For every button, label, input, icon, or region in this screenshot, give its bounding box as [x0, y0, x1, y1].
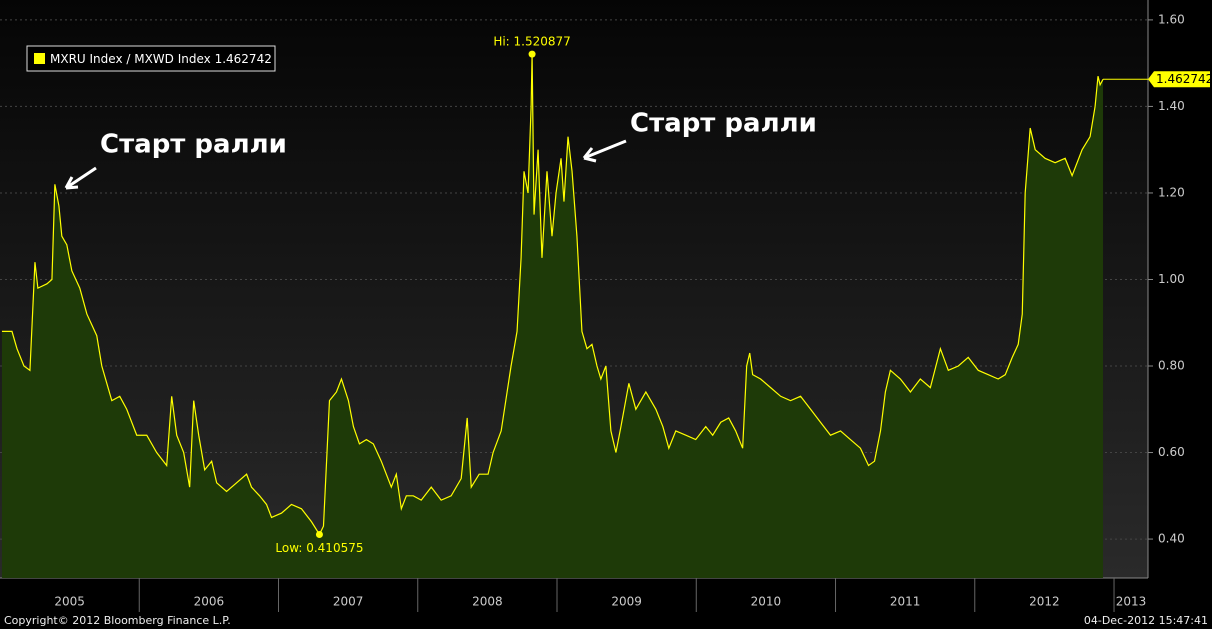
axis-strip — [0, 578, 1212, 629]
area — [1, 54, 1104, 578]
y-tick-label: 1.20 — [1158, 185, 1185, 199]
x-tick-label: 2007 — [333, 595, 364, 609]
x-tick-label: 2008 — [472, 595, 503, 609]
annotation: Старт ралли — [630, 109, 817, 139]
x-tick-label: 2010 — [751, 595, 782, 609]
y-tick-label: 1.60 — [1158, 12, 1185, 26]
legend-box — [26, 45, 276, 72]
y-tick-label: 1.40 — [1158, 99, 1185, 113]
x-tick-label: 2009 — [611, 595, 642, 609]
x-tick-label: 2011 — [890, 595, 921, 609]
x-tick-label: 2013 — [1116, 595, 1147, 609]
legend-value: 1.462742 — [215, 52, 272, 66]
high-marker — [528, 50, 536, 58]
y-tick-label: 1.00 — [1158, 272, 1185, 286]
legend-text: MXRU Index / MXWD Index 1.462742 — [50, 52, 272, 66]
timestamp: 04-Dec-2012 15:47:41 — [1084, 614, 1208, 627]
high-label: Hi: 1.520877 — [493, 35, 570, 49]
legend-name: MXRU Index / MXWD Index — [50, 52, 211, 66]
legend: MXRU Index / MXWD Index 1.462742 — [26, 45, 276, 72]
copyright: Copyright© 2012 Bloomberg Finance L.P. — [4, 614, 231, 627]
labels: 0.40 0.60 0.80 1.00 1.20 1.40 1.60 2005 2006 2007… — [54, 12, 1212, 612]
low-label: Low: 0.410575 — [275, 541, 363, 555]
low-marker — [315, 530, 323, 538]
y-tick-label: 0.80 — [1158, 359, 1185, 373]
y-tick-label: 0.40 — [1158, 532, 1185, 546]
x-tick-label: 2006 — [194, 595, 225, 609]
annotation: Старт ралли — [100, 130, 287, 160]
x-tick-label: 2005 — [54, 595, 85, 609]
last-value-label: 1.462742 — [1156, 72, 1212, 86]
last-value-tag — [1148, 71, 1210, 88]
legend-swatch — [34, 53, 45, 64]
annotation-arrow — [64, 166, 97, 190]
line — [1, 54, 1104, 536]
annotation-arrow — [582, 139, 627, 163]
x-tick-label: 2012 — [1029, 595, 1060, 609]
marks — [1, 50, 1148, 578]
y-tick-label: 0.60 — [1158, 445, 1185, 459]
